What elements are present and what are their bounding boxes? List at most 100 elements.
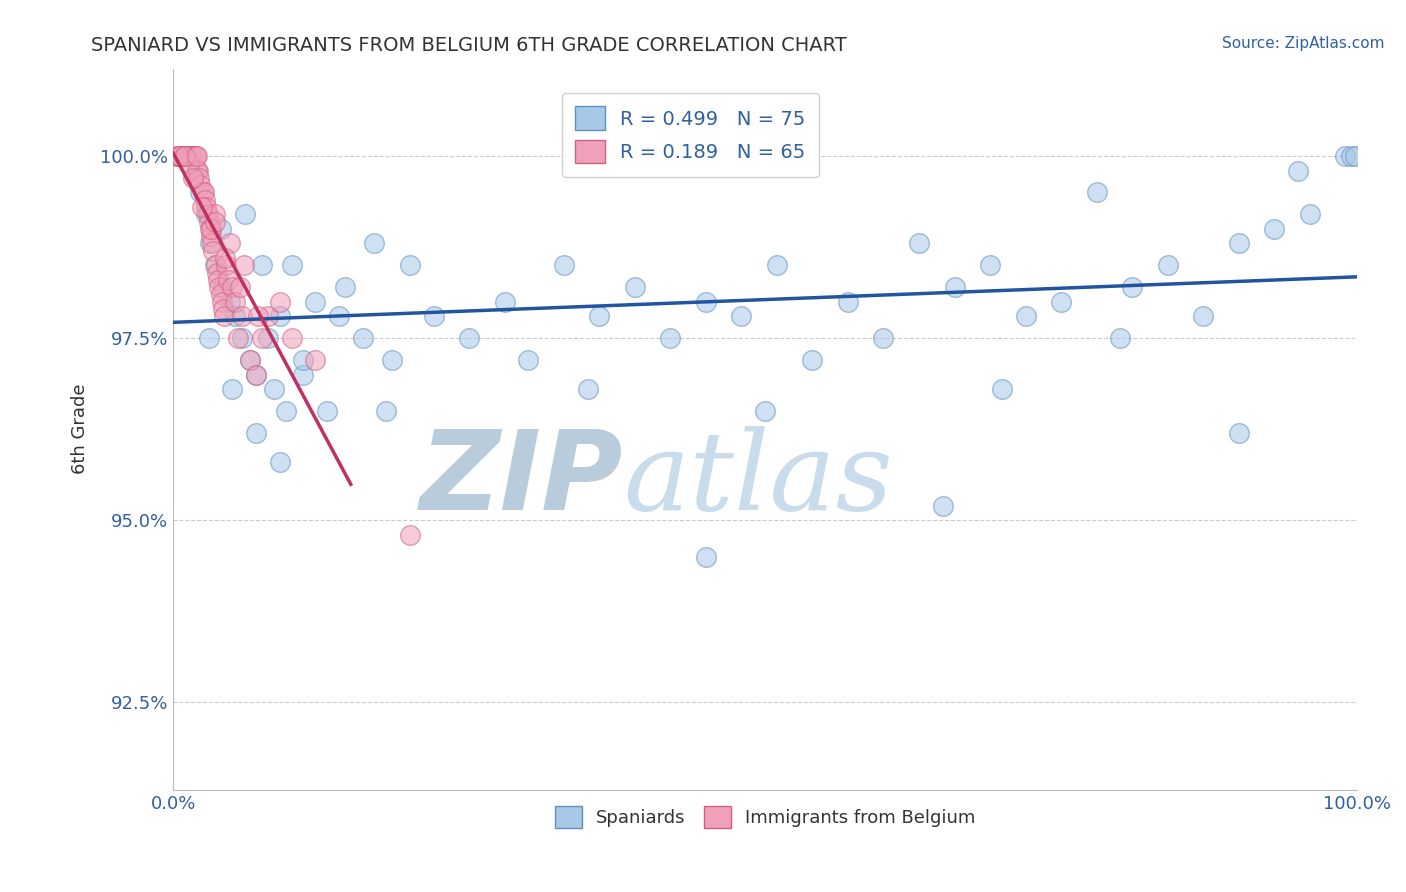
Point bbox=[280, 258, 302, 272]
Point bbox=[1298, 207, 1320, 221]
Point bbox=[801, 353, 824, 368]
Text: Source: ZipAtlas.com: Source: ZipAtlas.com bbox=[1222, 36, 1385, 51]
Point bbox=[766, 258, 789, 272]
Point bbox=[931, 499, 953, 513]
Point bbox=[167, 149, 190, 163]
Point bbox=[1227, 236, 1250, 251]
Point bbox=[191, 186, 214, 200]
Point bbox=[1343, 149, 1365, 163]
Point bbox=[200, 222, 222, 236]
Point bbox=[197, 331, 219, 345]
Point bbox=[245, 368, 267, 382]
Text: atlas: atlas bbox=[623, 426, 893, 533]
Point bbox=[250, 331, 273, 345]
Point bbox=[231, 310, 253, 324]
Point bbox=[190, 178, 212, 193]
Point bbox=[231, 331, 253, 345]
Point bbox=[292, 353, 315, 368]
Point bbox=[228, 331, 250, 345]
Point bbox=[553, 258, 575, 272]
Point bbox=[166, 149, 188, 163]
Point bbox=[186, 149, 208, 163]
Point bbox=[352, 331, 374, 345]
Point bbox=[190, 186, 212, 200]
Point bbox=[659, 331, 682, 345]
Point bbox=[197, 207, 219, 221]
Point bbox=[211, 294, 233, 309]
Point bbox=[228, 280, 250, 294]
Point bbox=[209, 287, 232, 301]
Point bbox=[979, 258, 1001, 272]
Point bbox=[695, 294, 717, 309]
Point bbox=[167, 149, 190, 163]
Point bbox=[245, 368, 267, 382]
Point bbox=[1121, 280, 1143, 294]
Point bbox=[274, 404, 297, 418]
Point bbox=[239, 353, 262, 368]
Point bbox=[1227, 425, 1250, 440]
Point bbox=[245, 425, 267, 440]
Point bbox=[202, 244, 225, 258]
Point bbox=[221, 382, 243, 396]
Point bbox=[1340, 149, 1362, 163]
Point bbox=[219, 294, 242, 309]
Point bbox=[239, 353, 262, 368]
Point bbox=[170, 149, 193, 163]
Point bbox=[280, 331, 302, 345]
Point bbox=[183, 170, 205, 185]
Point bbox=[208, 280, 231, 294]
Point bbox=[269, 455, 291, 469]
Point bbox=[198, 222, 221, 236]
Point bbox=[214, 251, 236, 265]
Point bbox=[333, 280, 356, 294]
Point bbox=[837, 294, 859, 309]
Point bbox=[197, 214, 219, 228]
Point bbox=[943, 280, 966, 294]
Point bbox=[754, 404, 776, 418]
Point bbox=[517, 353, 540, 368]
Y-axis label: 6th Grade: 6th Grade bbox=[72, 384, 89, 475]
Point bbox=[195, 200, 218, 214]
Point bbox=[193, 186, 215, 200]
Point bbox=[292, 368, 315, 382]
Point bbox=[257, 331, 280, 345]
Point bbox=[730, 310, 752, 324]
Point bbox=[204, 214, 226, 228]
Point bbox=[201, 236, 224, 251]
Point bbox=[195, 207, 218, 221]
Point bbox=[1263, 222, 1285, 236]
Point bbox=[169, 149, 191, 163]
Point bbox=[204, 258, 226, 272]
Point bbox=[180, 149, 202, 163]
Point bbox=[217, 273, 239, 287]
Point bbox=[181, 149, 204, 163]
Text: SPANIARD VS IMMIGRANTS FROM BELGIUM 6TH GRADE CORRELATION CHART: SPANIARD VS IMMIGRANTS FROM BELGIUM 6TH … bbox=[91, 36, 848, 54]
Point bbox=[188, 170, 211, 185]
Point bbox=[375, 404, 398, 418]
Point bbox=[399, 258, 422, 272]
Point bbox=[221, 280, 243, 294]
Point bbox=[991, 382, 1014, 396]
Point bbox=[179, 149, 201, 163]
Point bbox=[167, 149, 190, 163]
Point bbox=[494, 294, 516, 309]
Point bbox=[183, 149, 205, 163]
Point bbox=[588, 310, 610, 324]
Point bbox=[187, 163, 209, 178]
Point bbox=[212, 301, 235, 316]
Point bbox=[180, 149, 202, 163]
Text: ZIP: ZIP bbox=[419, 426, 623, 533]
Point bbox=[186, 163, 208, 178]
Point bbox=[1014, 310, 1036, 324]
Point bbox=[269, 310, 291, 324]
Point bbox=[205, 258, 228, 272]
Point bbox=[174, 149, 197, 163]
Point bbox=[263, 382, 285, 396]
Point bbox=[422, 310, 444, 324]
Point bbox=[215, 258, 238, 272]
Point bbox=[576, 382, 599, 396]
Point bbox=[316, 404, 339, 418]
Point bbox=[205, 266, 228, 280]
Point bbox=[198, 236, 221, 251]
Point bbox=[1156, 258, 1178, 272]
